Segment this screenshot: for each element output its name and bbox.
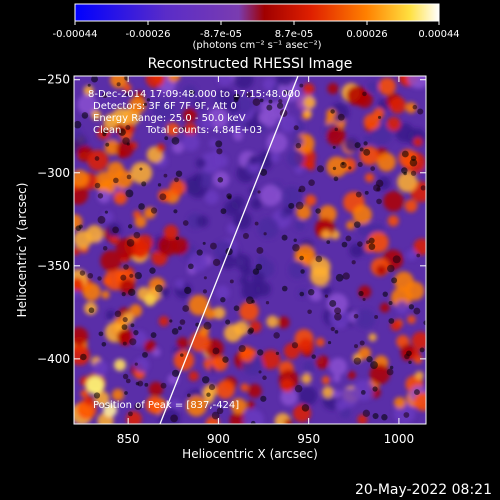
y-axis-label: Heliocentric Y (arcsec) <box>15 183 29 318</box>
energy-range-text: Energy Range: 25.0 - 50.0 keV <box>93 113 246 124</box>
colorbar-tick-label: 0.00026 <box>346 29 387 40</box>
colorbar-tick-label: -0.00026 <box>126 29 171 40</box>
footer-timestamp: 20-May-2022 08:21 <box>355 482 492 498</box>
x-axis-label: Heliocentric X (arcsec) <box>182 447 318 461</box>
y-tick-label: −400 <box>37 352 70 366</box>
colorbar <box>74 3 440 22</box>
plot-title: Reconstructed RHESSI Image <box>148 56 353 72</box>
solar-limb-line <box>159 76 299 424</box>
peak-position-text: Position of Peak = [837,-424] <box>93 400 239 411</box>
annotation-block: 8-Dec-2014 17:09:48.000 to 17:15:48.000 … <box>88 89 300 411</box>
axis-ticks: 850 900 950 1000 −250 −300 −350 −400 <box>37 73 426 446</box>
colorbar-tick-label: 0.00044 <box>418 29 459 40</box>
total-counts-text: Total counts: 4.84E+03 <box>145 125 262 136</box>
x-tick-label: 850 <box>117 432 140 446</box>
x-tick-label: 900 <box>207 432 230 446</box>
colorbar-ticks: -0.00044 -0.00026 -8.7e-05 8.7e-05 0.00026 0.… <box>53 21 460 40</box>
colorbar-unit-label: (photons cm⁻² s⁻¹ asec⁻²) <box>192 40 321 51</box>
plot-frame <box>73 75 427 425</box>
x-tick-label: 1000 <box>384 432 415 446</box>
colorbar-tick-label: 8.7e-05 <box>275 29 313 40</box>
y-tick-label: −350 <box>37 259 70 273</box>
colorbar-tick-label: -8.7e-05 <box>200 29 242 40</box>
detectors-text: Detectors: 3F 6F 7F 9F, Att 0 <box>93 101 237 112</box>
x-tick-label: 950 <box>297 432 320 446</box>
colorbar-tick-label: -0.00044 <box>53 29 98 40</box>
y-tick-label: −250 <box>37 73 70 87</box>
y-tick-label: −300 <box>37 166 70 180</box>
solar-image <box>74 76 426 424</box>
time-range-text: 8-Dec-2014 17:09:48.000 to 17:15:48.000 <box>88 89 300 100</box>
method-text: Clean <box>93 125 121 136</box>
